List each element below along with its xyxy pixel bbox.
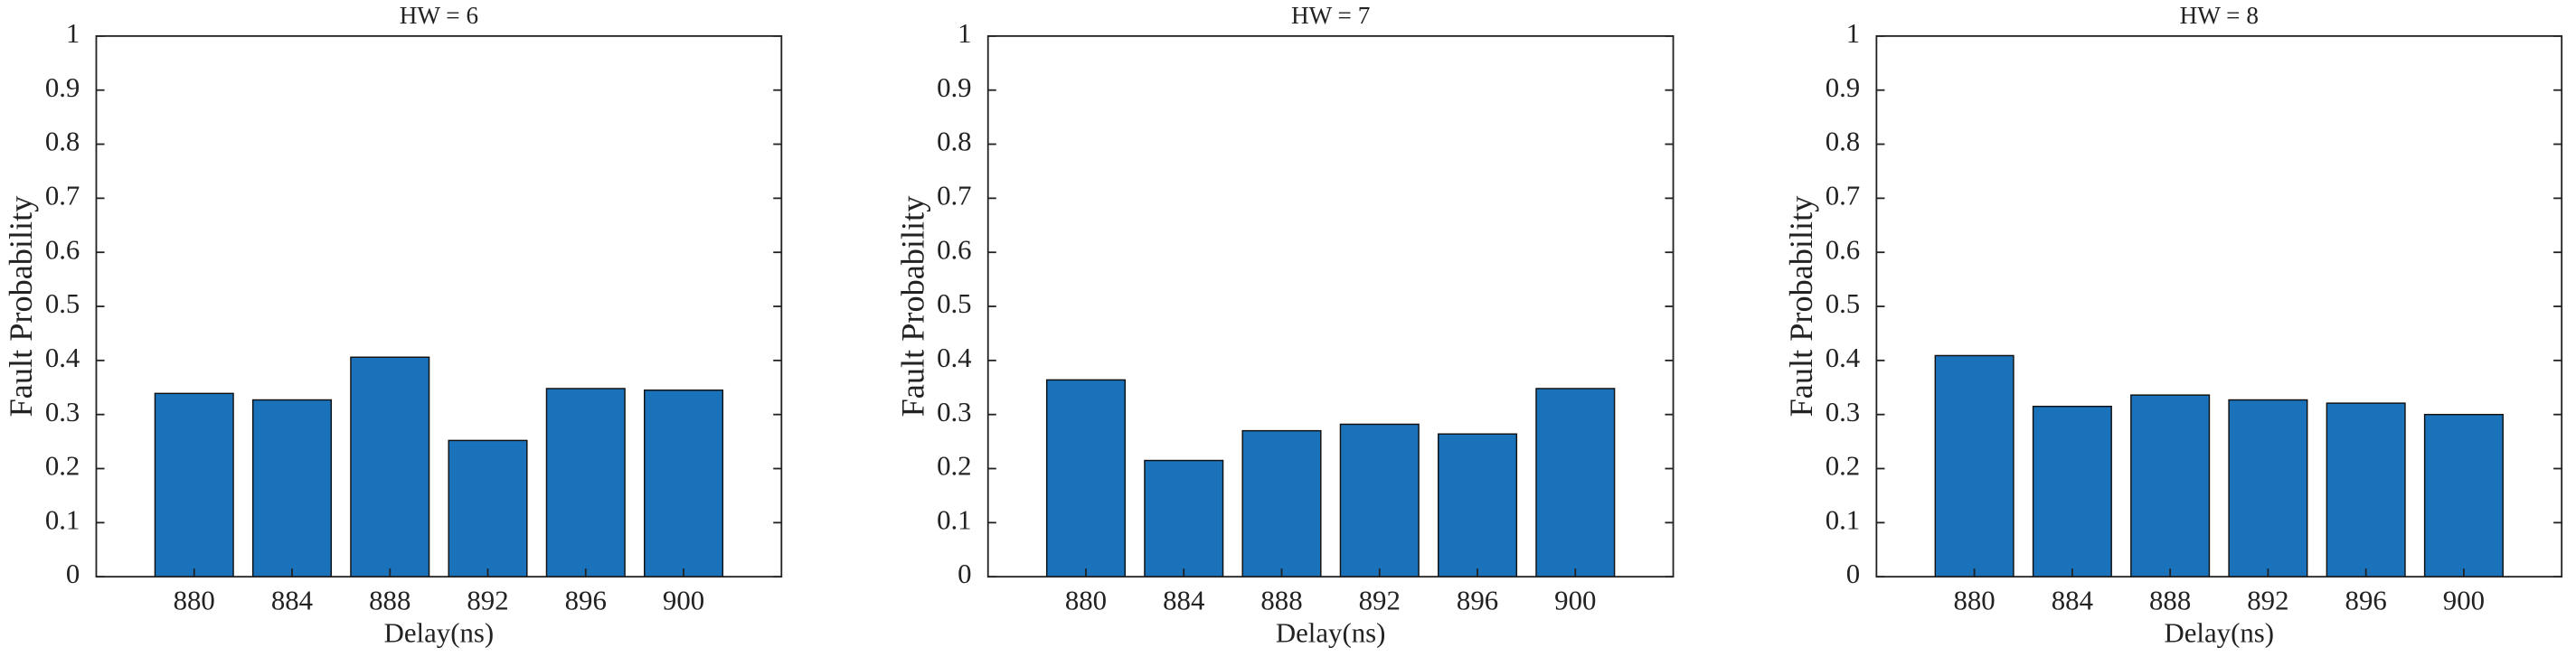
y-tick-label: 0.2 (45, 451, 80, 482)
bar (2130, 394, 2211, 577)
x-tick-label: 884 (271, 585, 313, 615)
y-tick-label: 1 (958, 18, 971, 49)
x-tick-label: 892 (2247, 585, 2288, 615)
y-tick-label: 0.3 (937, 397, 972, 427)
x-tick-label: 880 (1065, 585, 1107, 615)
x-axis-label: Delay(ns) (1276, 618, 1386, 649)
y-tick-label: 0.6 (1826, 234, 1861, 265)
x-tick-label: 884 (1163, 585, 1204, 615)
x-axis-label: Delay(ns) (2165, 618, 2275, 649)
x-tick-label: 892 (467, 585, 508, 615)
bar (1535, 388, 1616, 577)
x-tick-label: 900 (2443, 585, 2485, 615)
bar (545, 388, 626, 577)
x-tick-label: 900 (1554, 585, 1596, 615)
y-tick-label: 1 (66, 18, 80, 49)
x-tick-label: 896 (2345, 585, 2387, 615)
y-tick-label: 0.1 (937, 504, 972, 535)
y-tick-label: 0.7 (1826, 180, 1861, 211)
x-tick-label: 880 (1954, 585, 1996, 615)
y-tick-label: 0.6 (937, 234, 972, 265)
y-axis-label: Fault Probability (3, 196, 39, 418)
y-axis-label: Fault Probability (894, 196, 930, 418)
x-tick-label: 892 (1359, 585, 1401, 615)
chart-title: HW = 8 (2180, 2, 2259, 29)
x-tick-label: 900 (663, 585, 704, 615)
y-tick-label: 0.9 (937, 72, 972, 103)
y-tick-label: 0.4 (45, 343, 80, 373)
y-tick-label: 0.4 (1826, 343, 1861, 373)
bar (350, 356, 430, 577)
bar (2228, 399, 2308, 577)
x-tick-label: 880 (174, 585, 215, 615)
x-tick-label: 896 (1457, 585, 1498, 615)
bar (2326, 402, 2406, 577)
bar (1934, 354, 2015, 577)
y-tick-label: 0.3 (1826, 397, 1861, 427)
bar (1437, 433, 1518, 577)
bar (1144, 459, 1224, 577)
chart-title: HW = 6 (400, 2, 478, 29)
x-tick-label: 888 (2149, 585, 2191, 615)
y-tick-label: 0.2 (937, 451, 972, 482)
bar (1241, 429, 1322, 577)
y-tick-label: 0.7 (937, 180, 972, 211)
bar (154, 392, 234, 577)
y-tick-label: 0.5 (45, 288, 80, 319)
bar (644, 390, 724, 577)
x-tick-label: 888 (369, 585, 410, 615)
y-tick-label: 0.9 (45, 72, 80, 103)
y-tick-label: 0.2 (1826, 451, 1861, 482)
y-tick-label: 0.1 (1826, 504, 1861, 535)
y-tick-label: 0.6 (45, 234, 80, 265)
y-tick-label: 0 (1846, 558, 1860, 589)
y-tick-label: 0 (958, 558, 971, 589)
y-tick-label: 0.5 (937, 288, 972, 319)
y-tick-label: 0.9 (1826, 72, 1861, 103)
x-tick-label: 896 (565, 585, 607, 615)
y-tick-label: 0.8 (45, 127, 80, 157)
bar (448, 439, 528, 577)
x-tick-label: 888 (1260, 585, 1302, 615)
y-tick-label: 0.5 (1826, 288, 1861, 319)
y-tick-label: 0.8 (1826, 127, 1861, 157)
y-axis-label: Fault Probability (1783, 196, 1819, 418)
y-tick-label: 0.1 (45, 504, 80, 535)
y-tick-label: 0.8 (937, 127, 972, 157)
bar (2032, 405, 2112, 577)
x-tick-label: 884 (2052, 585, 2093, 615)
y-tick-label: 1 (1846, 18, 1860, 49)
chart-title: HW = 7 (1291, 2, 1370, 29)
bar (1045, 379, 1127, 577)
y-tick-label: 0.3 (45, 397, 80, 427)
y-tick-label: 0 (66, 558, 80, 589)
x-axis-label: Delay(ns) (384, 618, 495, 649)
bar (251, 399, 333, 577)
y-tick-label: 0.4 (937, 343, 972, 373)
bar (2423, 413, 2504, 577)
y-tick-label: 0.7 (45, 180, 80, 211)
bar (1339, 423, 1420, 577)
